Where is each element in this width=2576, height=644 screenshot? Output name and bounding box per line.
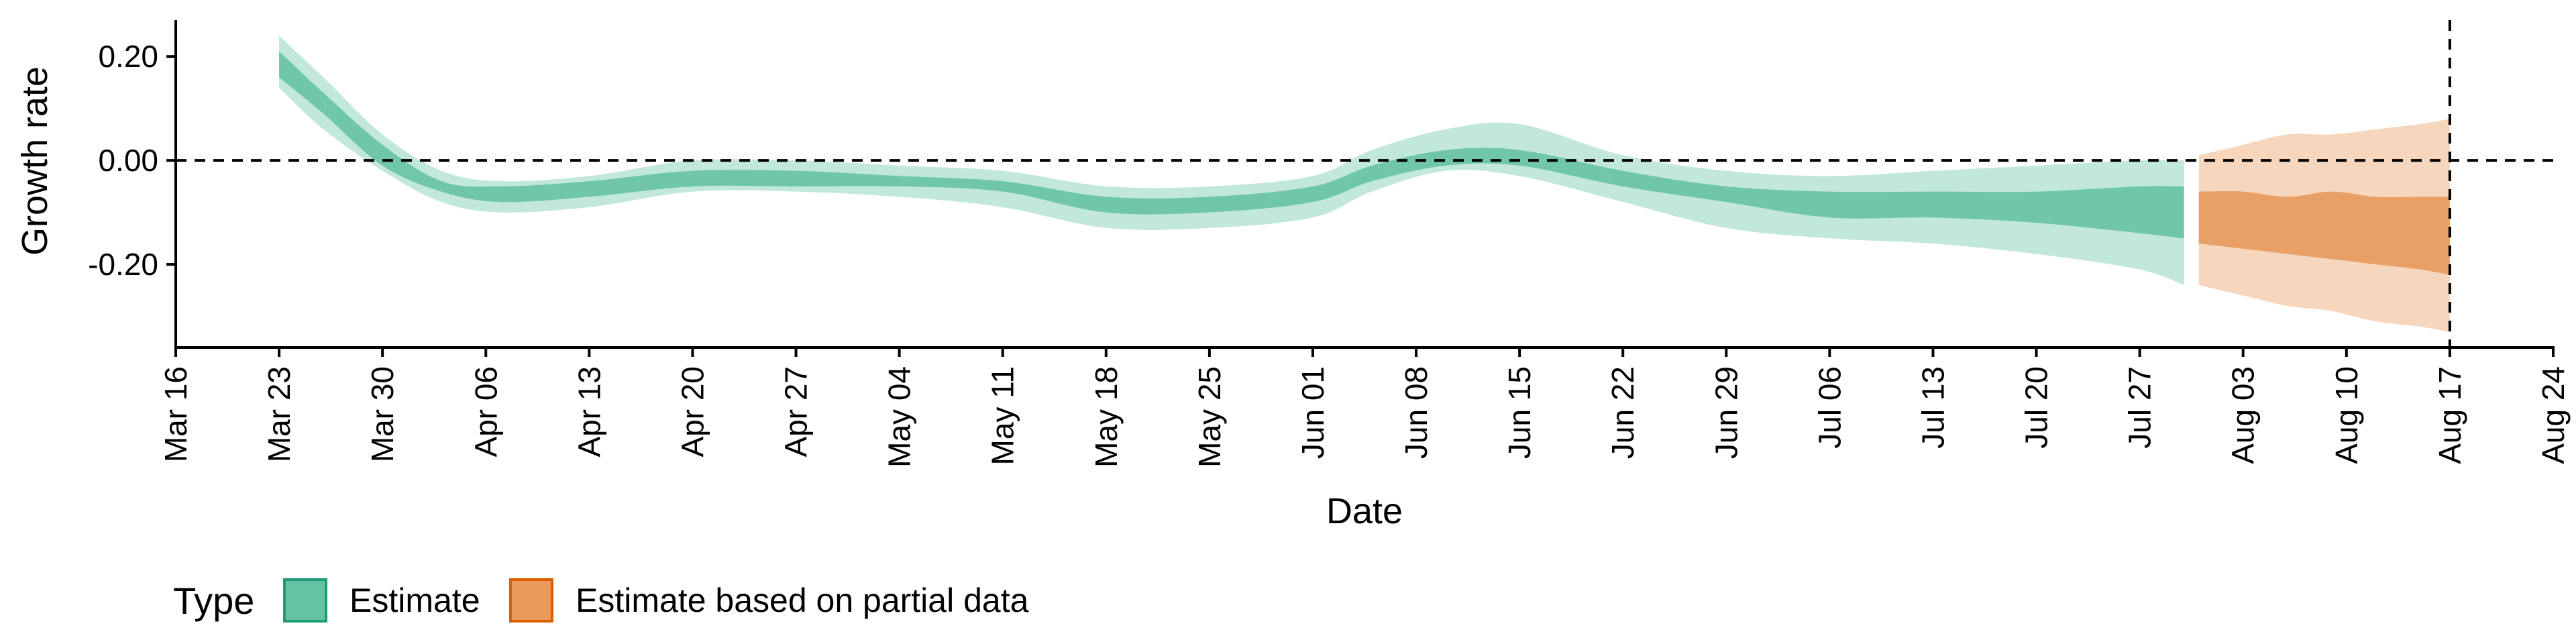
legend-title: Type	[173, 580, 254, 622]
x-tick-label: Jun 08	[1399, 366, 1434, 459]
x-tick-label: Apr 13	[572, 366, 606, 458]
x-tick-label: Jun 01	[1295, 366, 1330, 459]
x-tick-label: Jun 22	[1605, 366, 1640, 459]
x-tick-label: Jun 15	[1502, 366, 1537, 459]
x-tick-label: Aug 10	[2329, 366, 2364, 464]
x-tick-label: Aug 17	[2432, 366, 2467, 464]
x-tick-label: Aug 24	[2536, 366, 2571, 464]
x-tick-label: May 25	[1192, 366, 1227, 468]
band-50-estimate	[279, 51, 2184, 239]
x-tick-label: Apr 06	[468, 366, 503, 458]
x-tick-label: Mar 16	[158, 366, 193, 462]
legend-swatch-estimate	[283, 578, 327, 623]
x-tick-label: Mar 23	[262, 366, 297, 462]
y-tick-label: 0.20	[98, 39, 158, 74]
x-tick-label: Aug 03	[2226, 366, 2261, 464]
ribbon-layer	[279, 36, 2450, 332]
x-tick-label: Jul 27	[2123, 366, 2157, 449]
legend-label-partial: Estimate based on partial data	[576, 582, 1029, 619]
y-tick-label: 0.00	[98, 143, 158, 178]
band-50-partial	[2198, 191, 2450, 275]
x-tick-label: May 04	[882, 366, 917, 468]
axes-layer: 0.20 0.00 -0.20 Mar 16 Mar 23 Mar 30 Apr 06 Apr…	[88, 20, 2571, 468]
x-tick-label: Jul 20	[2019, 366, 2054, 449]
legend-label-estimate: Estimate	[350, 582, 480, 619]
x-tick-label: Apr 27	[779, 366, 814, 458]
y-tick-label: -0.20	[88, 247, 158, 282]
x-tick-label: Mar 30	[365, 366, 400, 462]
x-axis-title: Date	[1326, 491, 1403, 531]
x-tick-label: May 18	[1089, 366, 1124, 468]
x-tick-label: Jul 13	[1916, 366, 1951, 449]
legend: Type Estimate Estimate based on partial …	[173, 578, 1029, 623]
x-tick-label: Apr 20	[675, 366, 710, 458]
x-tick-label: May 11	[985, 366, 1020, 465]
y-axis-title: Growth rate	[15, 66, 55, 256]
band-90-estimate	[279, 36, 2184, 285]
reference-lines	[176, 20, 2553, 347]
legend-swatch-partial	[509, 578, 553, 623]
x-tick-label: Jul 06	[1812, 366, 1847, 449]
x-tick-label: Jun 29	[1709, 366, 1743, 459]
